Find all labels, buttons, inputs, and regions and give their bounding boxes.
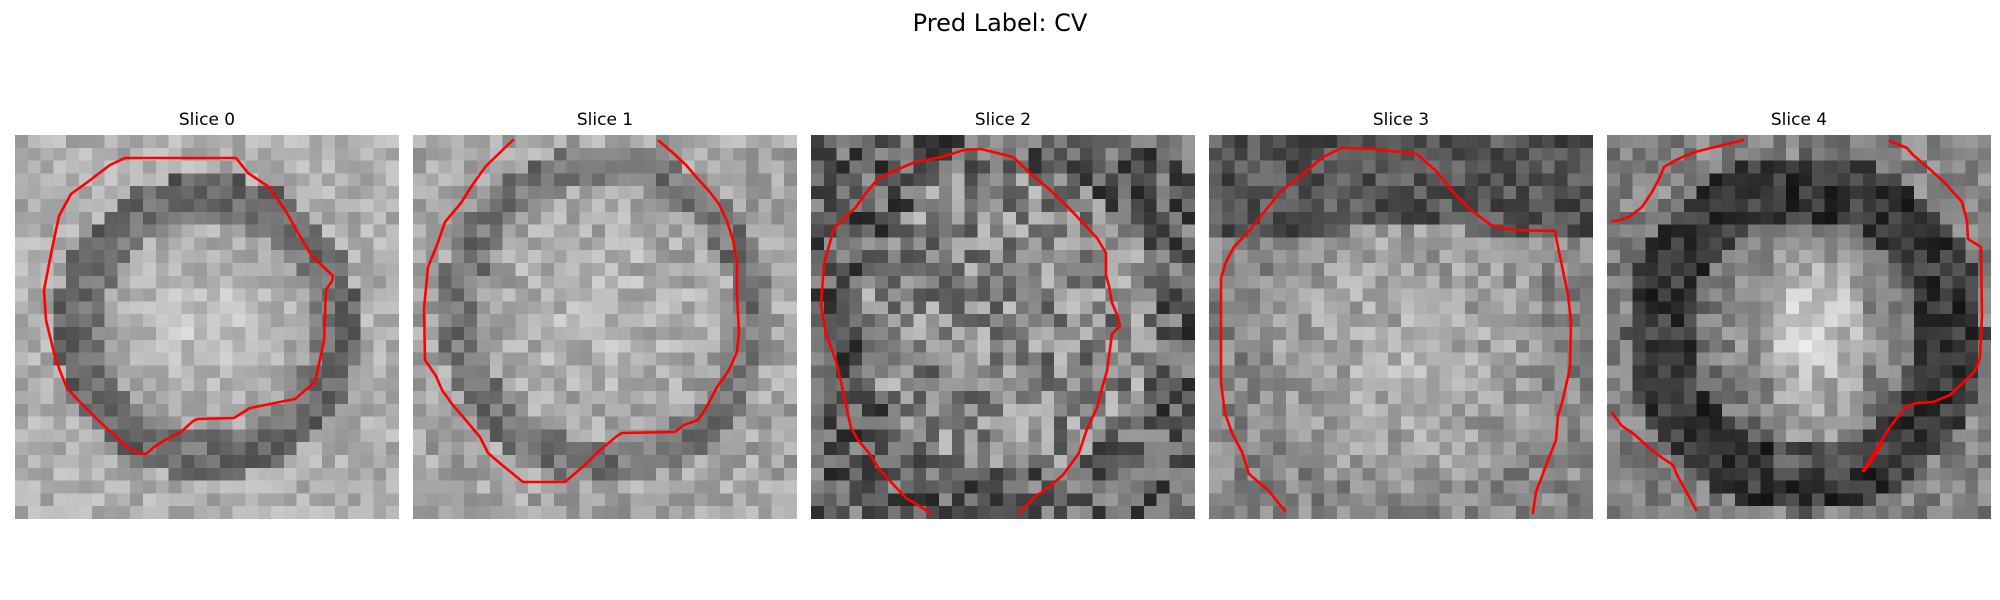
slice-image-1: [413, 135, 797, 519]
slice-panel-3: Slice 3: [1209, 110, 1593, 523]
segmentation-contour: [422, 138, 741, 484]
slice-contour-overlay-1: [422, 138, 741, 484]
segmentation-contour: [819, 147, 1122, 515]
slice-title-2: Slice 2: [974, 110, 1032, 130]
segmentation-contour-top-right: [1861, 139, 1984, 473]
segmentation-contour-bottom-left: [1610, 411, 1698, 512]
slice-title-3: Slice 3: [1372, 110, 1430, 130]
slice-contour-overlay-3: [1219, 146, 1573, 515]
slice-image-2: [811, 135, 1195, 519]
slice-panel-1: Slice 1: [413, 110, 797, 523]
slice-image-0: [15, 135, 399, 519]
slice-contour-overlay-4: [1610, 138, 1984, 512]
slice-title-1: Slice 1: [576, 110, 634, 130]
segmentation-contour-top-left: [1610, 138, 1745, 223]
slice-panel-4: Slice 4: [1607, 110, 1991, 523]
slice-title-0: Slice 0: [178, 110, 236, 130]
slice-panel-2: Slice 2: [811, 110, 1195, 523]
segmentation-contour: [1219, 146, 1573, 515]
slice-image-4: [1607, 135, 1991, 519]
figure-title: Pred Label: CV: [912, 9, 1088, 37]
slice-contour-overlay-0: [42, 156, 335, 456]
slice-panel-0: Slice 0: [15, 110, 399, 523]
slice-title-4: Slice 4: [1770, 110, 1828, 130]
segmentation-contour: [42, 156, 335, 456]
slice-contour-overlay-2: [819, 147, 1122, 515]
